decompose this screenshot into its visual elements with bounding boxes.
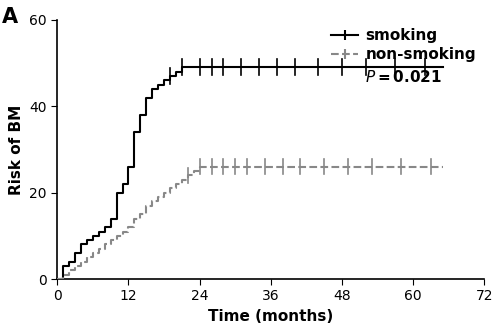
X-axis label: Time (months): Time (months) bbox=[208, 309, 334, 324]
Legend: smoking, non-smoking: smoking, non-smoking bbox=[325, 23, 482, 68]
Text: A: A bbox=[2, 7, 18, 27]
Text: $\it{P}$$\mathbf{=0.021}$: $\it{P}$$\mathbf{=0.021}$ bbox=[364, 69, 442, 85]
Y-axis label: Risk of BM: Risk of BM bbox=[8, 104, 24, 195]
